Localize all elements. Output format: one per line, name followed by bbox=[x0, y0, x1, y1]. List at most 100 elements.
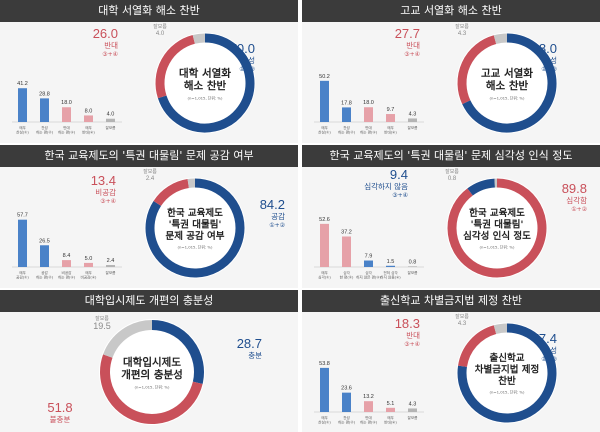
donut-value: 13.4 bbox=[91, 173, 116, 188]
chart-panel-6: 출신학교 차별금지법 제정 찬반 53.8 매우 찬성(①) 23.6 찬성 하는 편(②)… bbox=[302, 290, 600, 432]
donut-sublabel: ③+④ bbox=[404, 341, 420, 348]
donut-sublabel: ③+④ bbox=[392, 192, 408, 199]
bar-category-label: 찬성 하는 편(②) bbox=[338, 415, 356, 424]
bar-value-label: 37.2 bbox=[341, 229, 352, 235]
donut-label: 충분 bbox=[248, 351, 262, 360]
bar-value-label: 8.0 bbox=[85, 108, 93, 114]
bar bbox=[364, 107, 373, 122]
sample-note: (n=1,015, 단위: %) bbox=[178, 244, 213, 249]
bar bbox=[106, 265, 115, 267]
donut-center-title: 한국 교육제도 '특권 대물림' 문제 공감 여부 bbox=[165, 207, 224, 242]
bar-value-label: 53.8 bbox=[319, 361, 330, 367]
chart-canvas: 대학입시제도 개편의 충분성 (n=1,015, 단위: %) 28.7충분 51.8불… bbox=[47, 315, 262, 425]
bar bbox=[320, 367, 329, 412]
bar bbox=[408, 408, 417, 412]
bar bbox=[364, 260, 373, 267]
donut-value: 4.3 bbox=[458, 321, 467, 327]
donut-label: 심각함 bbox=[566, 195, 587, 205]
donut-label: 반대 bbox=[406, 331, 420, 340]
bar bbox=[106, 118, 115, 122]
chart-canvas: 53.8 매우 찬성(①) 23.6 찬성 하는 편(②) 13.2 반대 하는 편(③) 5.1… bbox=[314, 313, 558, 424]
bar bbox=[40, 245, 49, 267]
donut-label: 심각하지 않음 bbox=[364, 181, 408, 191]
donut-center-title: 대학 서열화 해소 찬반 bbox=[179, 66, 231, 92]
bar-value-label: 13.2 bbox=[363, 394, 374, 400]
bar-category-label: 찬성 하는 편(②) bbox=[36, 125, 54, 134]
chart-panel-1: 대학 서열화 해소 찬반 41.2 매우 찬성(①) 28.8 찬성 하는 편(②) 18.0… bbox=[0, 0, 298, 143]
bar-category-label: 매우 공감(①) bbox=[16, 270, 29, 279]
bar-category-label: 반대 하는 편(③) bbox=[360, 415, 378, 424]
donut-label: 잘모름 bbox=[143, 168, 157, 175]
donut-value: 2.4 bbox=[146, 176, 155, 182]
chart-title: 한국 교육제도의 '특권 대물림' 문제 공감 여부 bbox=[0, 145, 298, 167]
bar-value-label: 28.8 bbox=[39, 91, 50, 97]
donut-slice bbox=[157, 33, 255, 133]
donut-sublabel: ①+② bbox=[571, 206, 587, 213]
bar-category-label: 잘모름 bbox=[408, 125, 419, 130]
bar-value-label: 17.8 bbox=[341, 100, 352, 106]
bar bbox=[84, 115, 93, 122]
donut-value: 9.4 bbox=[390, 167, 408, 182]
bar-category-label: 매우 반대(④) bbox=[384, 415, 397, 424]
bar-value-label: 5.0 bbox=[85, 256, 93, 262]
bar bbox=[62, 107, 71, 122]
chart-title: 한국 교육제도의 '특권 대물림' 문제 심각성 인식 정도 bbox=[302, 145, 600, 167]
bar-category-label: 잘모름 bbox=[106, 270, 117, 275]
bar bbox=[364, 401, 373, 412]
donut-label: 비공감 bbox=[95, 187, 116, 197]
bar bbox=[342, 107, 351, 122]
bar bbox=[342, 392, 351, 412]
donut-value: 19.5 bbox=[93, 321, 111, 331]
bar bbox=[40, 98, 49, 122]
bar-category-label: 매우 심각(①) bbox=[318, 270, 331, 279]
bar-value-label: 52.6 bbox=[319, 217, 330, 223]
bar bbox=[386, 114, 395, 122]
sample-note: (n=1,015, 단위: %) bbox=[188, 95, 223, 100]
bar-value-label: 57.7 bbox=[17, 213, 28, 219]
donut-value: 70.0 bbox=[230, 41, 255, 56]
donut-center-title: 고교 서열화 해소 찬반 bbox=[481, 66, 533, 92]
bar-value-label: 18.0 bbox=[363, 100, 374, 106]
bar-value-label: 26.5 bbox=[39, 238, 50, 244]
donut-background bbox=[446, 177, 548, 279]
sample-note: (n=1,015, 단위: %) bbox=[490, 95, 525, 100]
donut-slice bbox=[145, 178, 245, 278]
bar-value-label: 9.7 bbox=[387, 107, 395, 113]
donut-label: 반대 bbox=[104, 41, 118, 50]
donut-label: 불충분 bbox=[50, 415, 71, 424]
bar-category-label: 반대 하는 편(③) bbox=[58, 125, 76, 134]
donut-slice bbox=[103, 320, 153, 358]
donut-center-title: 대학입시제도 개편의 충분성 bbox=[121, 355, 183, 381]
donut-value: 89.8 bbox=[562, 181, 587, 196]
bar-category-label: 찬성 하는 편(②) bbox=[338, 125, 356, 134]
chart-title: 고교 서열화 해소 찬반 bbox=[302, 0, 600, 22]
donut-background bbox=[154, 32, 256, 134]
donut-label: 잘모름 bbox=[95, 315, 109, 322]
bar-category-label: 반대 하는 편(③) bbox=[360, 125, 378, 134]
donut-label: 찬성 bbox=[543, 345, 557, 355]
donut-slice bbox=[457, 35, 497, 105]
donut-slice bbox=[467, 178, 496, 196]
bar-value-label: 1.5 bbox=[387, 259, 395, 265]
donut-sublabel: ①+② bbox=[239, 66, 255, 73]
bar-value-label: 41.2 bbox=[17, 81, 28, 87]
bar-value-label: 4.0 bbox=[107, 112, 115, 118]
donut-center-title: 한국 교육제도 '특권 대물림' 심각성 인식 정도 bbox=[463, 207, 531, 242]
donut-sublabel: ③+④ bbox=[102, 51, 118, 58]
chart-panel-2: 고교 서열화 해소 찬반 50.2 매우 찬성(①) 17.8 찬성 하는 편(②) 18.0… bbox=[302, 0, 600, 143]
donut-sublabel: ③+④ bbox=[100, 198, 116, 205]
donut-slice bbox=[100, 354, 203, 424]
donut-slice bbox=[457, 323, 557, 423]
bar-category-label: 전혀 심각 하지 않음(④) bbox=[380, 270, 401, 279]
bar-category-label: 잘모름 bbox=[408, 415, 419, 420]
donut-label: 공감 bbox=[271, 211, 285, 221]
bar bbox=[62, 260, 71, 267]
bar bbox=[18, 88, 27, 122]
donut-sublabel: ③+④ bbox=[404, 51, 420, 58]
bar-category-label: 매우 찬성(①) bbox=[16, 125, 29, 134]
chart-canvas: 50.2 매우 찬성(①) 17.8 찬성 하는 편(②) 18.0 반대 하는 편(③) 9.7… bbox=[314, 23, 558, 134]
bar-category-label: 공감 하는 편(②) bbox=[36, 270, 54, 279]
donut-background bbox=[99, 319, 205, 425]
chart-panel-4: 한국 교육제도의 '특권 대물림' 문제 심각성 인식 정도 52.6 매우 심각(①… bbox=[302, 145, 600, 288]
bar-value-label: 2.4 bbox=[107, 258, 115, 264]
